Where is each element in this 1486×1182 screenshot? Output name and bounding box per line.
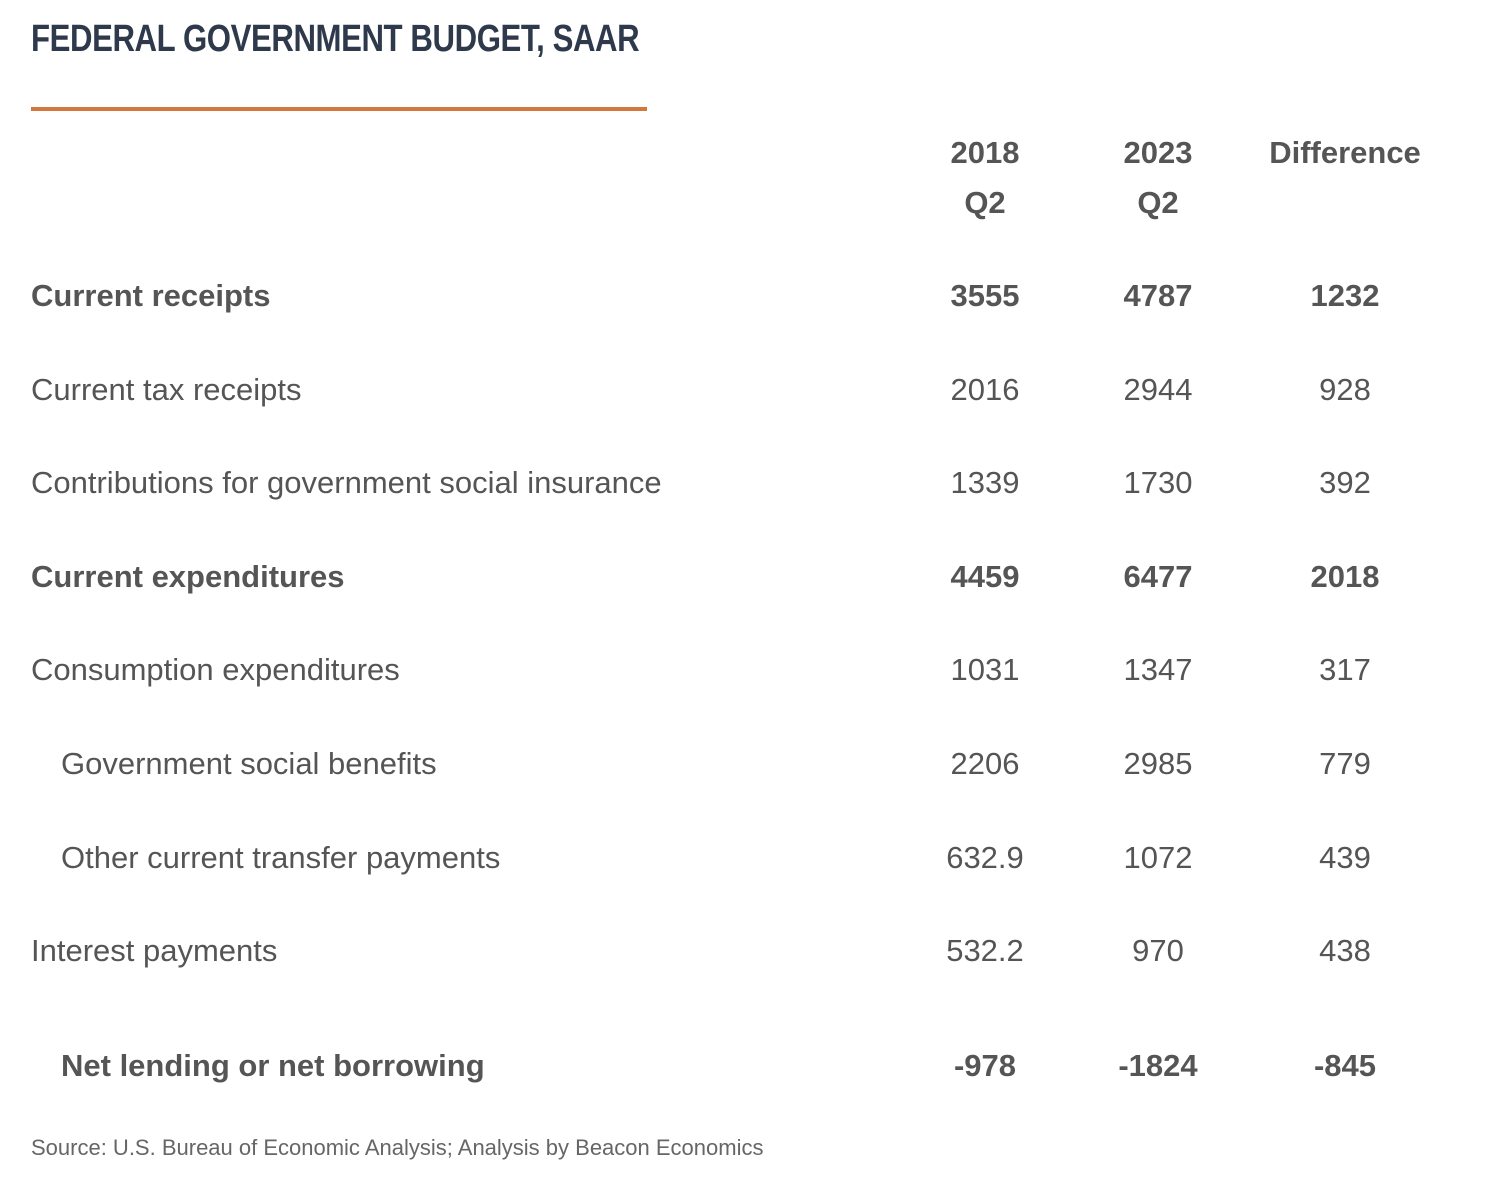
cell-2018: 2206 xyxy=(950,746,1020,781)
cell-2023: -1824 xyxy=(1118,1048,1198,1083)
cell-2023: 6477 xyxy=(1123,559,1193,594)
row-label: Current receipts xyxy=(31,278,271,313)
cell-2018: 2016 xyxy=(950,372,1020,407)
table-title: FEDERAL GOVERNMENT BUDGET, SAAR xyxy=(31,18,640,60)
cell-2018: -978 xyxy=(953,1048,1017,1083)
table-row-contributions: Contributions for government social insu… xyxy=(0,458,1486,508)
cell-2023: 2985 xyxy=(1123,746,1193,781)
row-label: Interest payments xyxy=(31,933,278,968)
row-label: Current expenditures xyxy=(31,559,345,594)
cell-difference: 928 xyxy=(1319,372,1371,407)
cell-2023: 1347 xyxy=(1123,652,1193,687)
row-label: Net lending or net borrowing xyxy=(61,1048,485,1083)
cell-2018: 4459 xyxy=(950,559,1020,594)
table-row-net-lending: Net lending or net borrowing -978 -1824 … xyxy=(0,1041,1486,1091)
cell-difference: 439 xyxy=(1319,840,1371,875)
row-label: Other current transfer payments xyxy=(61,840,501,875)
title-underline xyxy=(31,107,647,111)
column-header-year: 2023 xyxy=(1123,135,1193,170)
cell-difference: 317 xyxy=(1319,652,1371,687)
cell-difference: 779 xyxy=(1319,746,1371,781)
cell-2018: 632.9 xyxy=(946,840,1024,875)
cell-2023: 1072 xyxy=(1123,840,1193,875)
table-row-current-expenditures: Current expenditures 4459 6477 2018 xyxy=(0,552,1486,602)
cell-2018: 1031 xyxy=(950,652,1020,687)
row-label: Contributions for government social insu… xyxy=(31,465,662,500)
cell-difference: 2018 xyxy=(1310,559,1380,594)
column-header-2023-q2: 2023 Q2 xyxy=(1078,128,1238,228)
cell-2023: 4787 xyxy=(1123,278,1193,313)
row-label: Government social benefits xyxy=(61,746,437,781)
table-row-current-receipts: Current receipts 3555 4787 1232 xyxy=(0,271,1486,321)
cell-difference: 438 xyxy=(1319,933,1371,968)
row-label: Consumption expenditures xyxy=(31,652,400,687)
cell-difference: 1232 xyxy=(1310,278,1380,313)
source-note: Source: U.S. Bureau of Economic Analysis… xyxy=(31,1135,764,1160)
cell-2018: 532.2 xyxy=(946,933,1024,968)
column-header-label: Difference xyxy=(1269,135,1421,170)
column-header-quarter: Q2 xyxy=(964,185,1006,220)
cell-2023: 2944 xyxy=(1123,372,1193,407)
cell-difference: 392 xyxy=(1319,465,1371,500)
column-header-difference: Difference xyxy=(1255,128,1435,178)
cell-difference: -845 xyxy=(1313,1048,1377,1083)
column-header-quarter: Q2 xyxy=(1137,185,1179,220)
row-label: Current tax receipts xyxy=(31,372,302,407)
column-header-2018-q2: 2018 Q2 xyxy=(905,128,1065,228)
cell-2018: 3555 xyxy=(950,278,1020,313)
cell-2023: 1730 xyxy=(1123,465,1193,500)
table-row-government-social-benefits: Government social benefits 2206 2985 779 xyxy=(0,739,1486,789)
table-row-consumption-expenditures: Consumption expenditures 1031 1347 317 xyxy=(0,645,1486,695)
cell-2023: 970 xyxy=(1132,933,1184,968)
cell-2018: 1339 xyxy=(950,465,1020,500)
column-header-year: 2018 xyxy=(950,135,1020,170)
table-row-other-current-transfer-payments: Other current transfer payments 632.9 10… xyxy=(0,833,1486,883)
table-row-interest-payments: Interest payments 532.2 970 438 xyxy=(0,926,1486,976)
table-row-current-tax-receipts: Current tax receipts 2016 2944 928 xyxy=(0,365,1486,415)
